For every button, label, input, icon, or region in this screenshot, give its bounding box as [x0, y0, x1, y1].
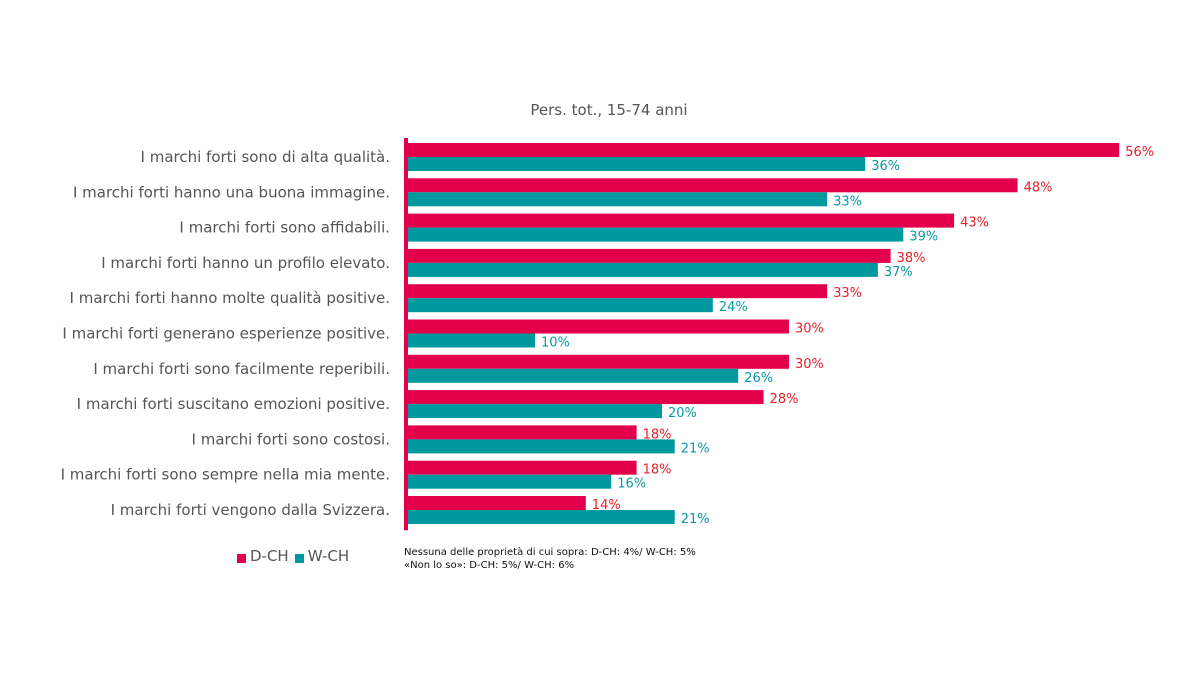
bar-w-ch: [408, 368, 739, 383]
bar-w-ch: [408, 298, 713, 313]
data-label-d-ch: 30%: [795, 322, 824, 337]
bar-w-ch: [408, 474, 612, 489]
data-label-d-ch: 30%: [795, 357, 824, 372]
legend-label-w-ch: W-CH: [307, 547, 350, 565]
bar-d-ch: [408, 284, 828, 299]
data-label-w-ch: 10%: [541, 336, 570, 351]
bar-w-ch: [408, 439, 675, 454]
bar-d-ch: [408, 248, 891, 263]
bar-w-ch: [408, 404, 662, 419]
data-label-d-ch: 33%: [833, 286, 862, 301]
data-label-w-ch: 26%: [744, 371, 773, 386]
bar-d-ch: [408, 354, 789, 369]
data-label-d-ch: 38%: [897, 251, 926, 266]
bar-d-ch: [408, 143, 1120, 157]
bar-d-ch: [408, 178, 1018, 193]
bar-d-ch: [408, 319, 789, 334]
bar-w-ch: [408, 262, 878, 277]
data-label-w-ch: 21%: [681, 512, 710, 527]
bar-w-ch: [408, 333, 535, 348]
bar-w-ch: [408, 192, 828, 207]
data-label-w-ch: 36%: [871, 159, 900, 174]
category-label: I marchi forti sono sempre nella mia men…: [61, 466, 390, 484]
bar-d-ch: [408, 496, 586, 510]
bar-w-ch: [408, 227, 904, 242]
footnote-none: Nessuna delle proprietà di cui sopra: D-…: [404, 547, 696, 558]
bar-d-ch: [408, 425, 637, 440]
footnotes: Nessuna delle proprietà di cui sopra: D-…: [404, 546, 696, 572]
bar-w-ch: [408, 157, 866, 171]
data-label-d-ch: 43%: [960, 216, 989, 231]
footnote-dont-know: «Non lo so»: D-CH: 5%/ W-CH: 6%: [404, 560, 575, 571]
data-label-d-ch: 18%: [643, 427, 672, 442]
category-label: I marchi forti suscitano emozioni positi…: [77, 395, 390, 413]
data-label-d-ch: 56%: [1125, 145, 1154, 160]
legend: D-CH W-CH: [237, 547, 355, 565]
category-label: I marchi forti hanno un profilo elevato.: [101, 254, 390, 272]
legend-swatch-d-ch: [237, 553, 246, 563]
data-label-w-ch: 16%: [617, 477, 646, 492]
data-label-w-ch: 37%: [884, 265, 913, 280]
bar-w-ch: [408, 510, 675, 524]
category-label: I marchi forti generano esperienze posit…: [62, 325, 390, 343]
legend-label-d-ch: D-CH: [250, 547, 289, 565]
data-label-w-ch: 39%: [909, 230, 938, 245]
data-label-d-ch: 48%: [1024, 180, 1053, 195]
data-label-w-ch: 24%: [719, 300, 748, 315]
data-label-w-ch: 21%: [681, 441, 710, 456]
y-axis-line: [404, 138, 408, 531]
data-label-d-ch: 18%: [643, 463, 672, 478]
chart-subtitle: Pers. tot., 15-74 anni: [530, 101, 688, 119]
category-label: I marchi forti sono facilmente reperibil…: [93, 360, 390, 378]
bar-d-ch: [408, 460, 637, 475]
data-label-d-ch: 28%: [770, 392, 799, 407]
bar-d-ch: [408, 390, 764, 405]
category-label: I marchi forti vengono dalla Svizzera.: [111, 501, 390, 519]
category-label: I marchi forti sono di alta qualità.: [141, 148, 390, 166]
data-label-w-ch: 20%: [668, 406, 697, 421]
data-label-w-ch: 33%: [833, 194, 862, 209]
bar-d-ch: [408, 213, 955, 228]
legend-swatch-w-ch: [294, 553, 304, 563]
data-label-d-ch: 14%: [592, 498, 621, 513]
category-label: I marchi forti hanno molte qualità posit…: [70, 289, 390, 307]
category-label: I marchi forti sono affidabili.: [179, 219, 390, 237]
category-label: I marchi forti hanno una buona immagine.: [73, 183, 390, 201]
category-label: I marchi forti sono costosi.: [192, 430, 390, 448]
